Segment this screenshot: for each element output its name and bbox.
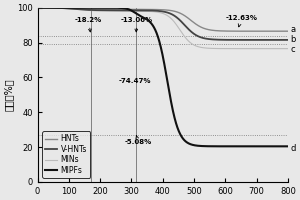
Text: b: b bbox=[290, 35, 296, 44]
Text: -18.2%: -18.2% bbox=[75, 17, 102, 32]
Text: -12.63%: -12.63% bbox=[225, 15, 257, 27]
Text: c: c bbox=[290, 45, 295, 54]
Text: a: a bbox=[290, 25, 296, 34]
Text: -74.47%: -74.47% bbox=[118, 78, 151, 84]
Text: -5.08%: -5.08% bbox=[124, 136, 152, 145]
Y-axis label: 失重（%）: 失重（%） bbox=[4, 79, 14, 111]
Legend: HNTs, V-HNTs, MINs, MIPFs: HNTs, V-HNTs, MINs, MIPFs bbox=[42, 131, 90, 178]
Text: d: d bbox=[290, 144, 296, 153]
Text: -13.06%: -13.06% bbox=[121, 17, 153, 32]
